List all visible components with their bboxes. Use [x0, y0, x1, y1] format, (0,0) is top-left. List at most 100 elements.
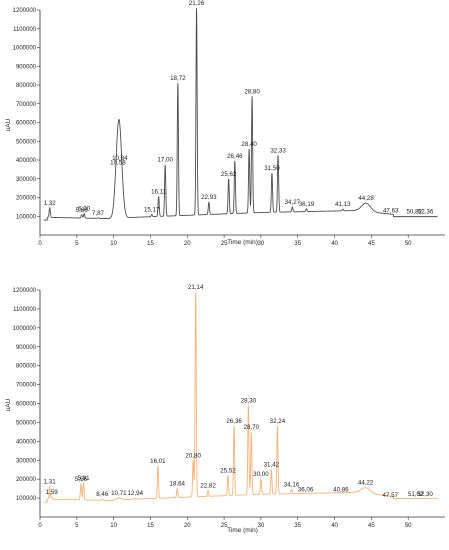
peak-label: 30,00	[253, 471, 269, 478]
x-tick-label: 30	[258, 241, 265, 247]
x-tick-label: 50	[405, 241, 412, 247]
x-tick-label: 15	[147, 523, 154, 529]
y-tick-label: 600000	[16, 121, 37, 127]
peak-label: 16,11	[151, 189, 167, 196]
peak-label: 10,71	[111, 490, 127, 497]
x-tick-label: 40	[331, 523, 338, 529]
peak-label: 28,40	[241, 141, 257, 148]
peak-label: 1,32	[44, 200, 57, 207]
x-tick-label: 40	[331, 241, 338, 247]
x-tick-label: 45	[368, 523, 375, 529]
peak-label: 21,26	[189, 0, 205, 7]
peak-label: 28,70	[244, 424, 260, 431]
x-tick-label: 10	[110, 523, 117, 529]
x-tick-label: 45	[368, 241, 375, 247]
peak-label: 40,86	[333, 486, 349, 493]
peak-label: 32,24	[270, 418, 286, 425]
peak-label: 52,36	[418, 209, 434, 216]
y-tick-label: 900000	[16, 345, 37, 351]
peak-label: 47,63	[383, 208, 399, 215]
x-tick-label: 5	[75, 523, 79, 529]
chromatogram-top: 100000 200000 300000 400000 500000 600000 7000…	[5, 0, 445, 247]
x-tick-label: 25	[221, 241, 228, 247]
y-tick-label: 700000	[16, 102, 37, 108]
y-tick-label: 500000	[16, 139, 37, 145]
peak-label: 18,72	[170, 75, 186, 82]
y-axis-label: uAU	[5, 398, 12, 411]
x-tick-label: 30	[258, 523, 265, 529]
peak-label: 36,19	[299, 201, 315, 208]
peak-label: 5,66	[76, 207, 89, 214]
peak-label: 10,58	[110, 160, 126, 167]
y-tick-label: 1100000	[13, 307, 37, 313]
peak-label: 20,80	[185, 452, 201, 459]
peak-label: 44,28	[358, 195, 374, 202]
peak-label: 22,93	[201, 194, 217, 201]
y-tick-label: 500000	[16, 420, 37, 426]
peak-label: 44,22	[358, 480, 374, 487]
peak-label: 12,94	[128, 490, 144, 497]
x-tick-label: 20	[184, 523, 191, 529]
y-tick-label: 800000	[16, 364, 37, 370]
peak-label: 31,50	[264, 165, 280, 172]
y-tick-label: 1000000	[13, 46, 37, 52]
y-tick-label: 100000	[16, 496, 37, 502]
peak-label: 31,42	[264, 462, 280, 469]
peak-label: 34,27	[285, 199, 301, 206]
y-tick-label: 400000	[16, 158, 37, 164]
y-tick-label: 400000	[16, 439, 37, 445]
peak-label: 8,46	[96, 491, 109, 498]
x-tick-label: 35	[294, 241, 301, 247]
peak-label: 7,87	[92, 210, 105, 217]
y-tick-label: 1000000	[13, 326, 37, 332]
peak-label: 28,80	[244, 88, 260, 95]
x-axis-label: Time (min)	[227, 239, 258, 246]
x-axis-label: Time (min)	[227, 527, 258, 534]
peak-label: 1,59	[46, 489, 59, 496]
x-tick-label: 10	[110, 241, 117, 247]
y-tick-label: 700000	[16, 383, 37, 389]
peak-label: 41,13	[335, 201, 351, 208]
x-tick-label: 0	[38, 523, 42, 529]
x-tick-label: 0	[38, 241, 42, 247]
y-tick-label: 200000	[16, 196, 37, 202]
y-tick-label: 600000	[16, 402, 37, 408]
peak-label: 5,91	[77, 475, 90, 482]
peak-label: 26,46	[227, 153, 243, 160]
peak-label: 25,52	[220, 467, 236, 474]
peak-label: 47,57	[383, 492, 399, 499]
y-tick-label: 200000	[16, 477, 37, 483]
peak-label: 17,00	[157, 157, 173, 164]
peak-label: 1,31	[44, 479, 57, 486]
peak-label: 16,01	[150, 458, 166, 465]
y-tick-label: 300000	[16, 458, 37, 464]
y-tick-label: 1200000	[13, 8, 37, 14]
chromatogram-trace	[43, 291, 438, 503]
peak-label: 34,16	[284, 482, 300, 489]
y-tick-label: 100000	[16, 214, 37, 220]
y-tick-label: 1200000	[13, 288, 37, 294]
peak-label: 52,30	[417, 491, 433, 498]
x-tick-label: 5	[75, 241, 79, 247]
peak-label: 21,14	[188, 284, 204, 291]
peak-label: 51,02	[408, 491, 424, 498]
x-tick-label: 50	[405, 523, 412, 529]
peak-label: 5,56	[75, 476, 88, 483]
peak-label: 22,82	[200, 483, 216, 490]
chromatogram-trace	[43, 8, 438, 221]
peak-label: 28,30	[241, 397, 257, 404]
peak-label: 25,62	[221, 171, 237, 178]
y-tick-label: 900000	[16, 64, 37, 70]
peak-label: 26,36	[226, 418, 242, 425]
y-tick-label: 300000	[16, 177, 37, 183]
x-tick-label: 20	[184, 241, 191, 247]
y-tick-label: 800000	[16, 83, 37, 89]
x-tick-label: 15	[147, 241, 154, 247]
peak-label: 32,33	[270, 147, 286, 154]
peak-label: 18,64	[170, 481, 186, 488]
peak-label: 6,00	[78, 205, 91, 212]
peak-label: 50,82	[406, 209, 422, 216]
peak-label: 10,84	[112, 155, 128, 162]
peak-label: 36,06	[298, 486, 314, 493]
